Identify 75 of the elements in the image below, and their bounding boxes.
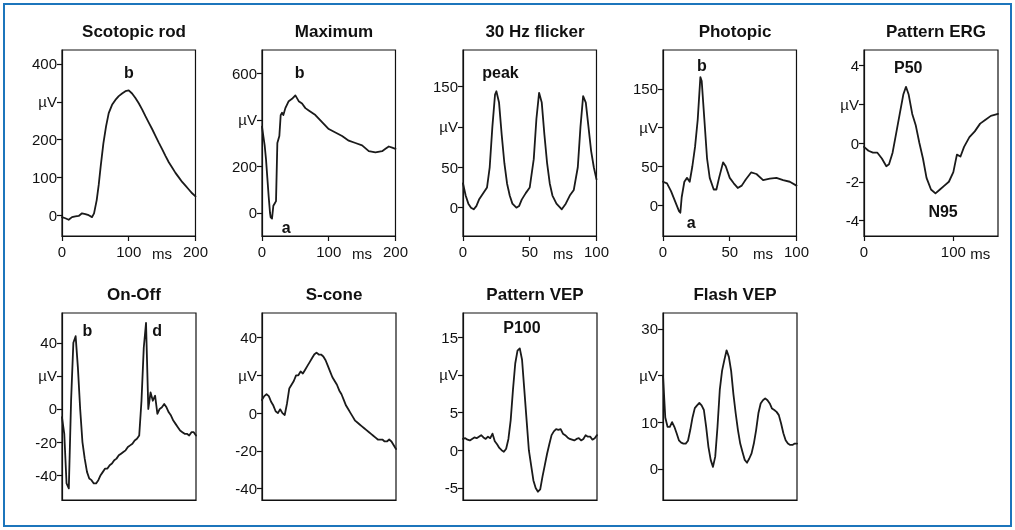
y-tick-label: 200 — [232, 157, 258, 175]
annotation: N95 — [927, 203, 958, 221]
y-tick-label: -4 — [845, 212, 859, 229]
y-tick-label: µV — [38, 93, 57, 111]
y-tick-label: 0 — [249, 204, 258, 222]
y-tick-label: µV — [238, 366, 258, 384]
y-tick-label: 40 — [240, 329, 258, 347]
y-tick-label: 0 — [649, 460, 659, 478]
y-tick-label: -5 — [444, 479, 458, 497]
y-tick-label: µV — [439, 118, 458, 136]
y-tick-label: 5 — [449, 404, 458, 422]
x-axis-title: ms — [552, 244, 573, 262]
annotation: b — [124, 63, 135, 81]
y-tick-label: 40 — [40, 334, 57, 352]
y-tick-label: 150 — [432, 77, 458, 95]
y-tick-label: 0 — [449, 199, 458, 217]
y-tick-label: 15 — [441, 328, 458, 346]
y-tick-label: -2 — [845, 173, 859, 191]
y-tick-label: µV — [439, 366, 458, 384]
chart-title: S-cone — [306, 285, 363, 304]
y-tick-label: -40 — [35, 466, 57, 484]
y-tick-label: 50 — [641, 157, 659, 175]
y-tick-label: 0 — [48, 206, 57, 224]
y-tick-label: -40 — [235, 480, 258, 498]
chart-title: 30 Hz flicker — [485, 22, 585, 41]
y-tick-label: 30 — [641, 320, 659, 338]
x-axis-title: ms — [969, 244, 990, 262]
x-axis-title: ms — [753, 244, 774, 262]
chart-title: Scotopic rod — [82, 22, 186, 41]
y-tick-label: µV — [238, 111, 258, 129]
y-tick-label: 0 — [449, 441, 458, 459]
x-tick-label: 100 — [316, 243, 342, 260]
y-tick-label: 0 — [249, 404, 258, 422]
x-tick-label: 50 — [721, 243, 739, 260]
y-tick-label: 150 — [633, 80, 659, 98]
y-tick-label: 10 — [641, 413, 659, 431]
chart-title: Maximum — [295, 22, 374, 41]
chart-title: Pattern VEP — [486, 285, 584, 304]
y-tick-label: 0 — [649, 196, 659, 214]
x-tick-label: 100 — [116, 243, 142, 260]
chart-title: On-Off — [107, 285, 162, 304]
y-tick-label: µV — [639, 119, 659, 136]
chart-title: Flash VEP — [693, 285, 777, 304]
y-tick-label: 200 — [31, 131, 57, 149]
y-tick-label: -20 — [235, 442, 258, 460]
y-tick-label: 0 — [48, 400, 57, 418]
x-tick-label: 200 — [182, 243, 208, 260]
x-tick-label: 50 — [521, 243, 538, 260]
annotation: P100 — [503, 319, 541, 337]
annotation: d — [152, 322, 163, 340]
y-tick-label: 400 — [31, 55, 57, 73]
y-tick-label: 50 — [441, 158, 458, 176]
annotation: P50 — [893, 58, 923, 76]
annotation: a — [282, 219, 292, 237]
annotation: peak — [482, 63, 519, 81]
x-axis-title: ms — [352, 244, 373, 262]
annotation: b — [697, 57, 708, 75]
y-tick-label: µV — [38, 367, 57, 385]
chart-title: Pattern ERG — [885, 22, 986, 41]
annotation: a — [686, 214, 696, 232]
y-tick-label: 100 — [31, 168, 57, 186]
annotation: b — [82, 322, 93, 340]
annotation: b — [295, 63, 306, 81]
y-tick-label: µV — [839, 95, 859, 113]
x-tick-label: 200 — [383, 243, 409, 260]
x-tick-label: 100 — [784, 243, 810, 260]
chart-title: Photopic — [698, 22, 772, 41]
y-tick-label: -20 — [35, 433, 57, 451]
y-tick-label: 600 — [232, 64, 258, 82]
x-axis-title: ms — [152, 244, 173, 262]
y-tick-label: µV — [639, 366, 659, 384]
x-tick-label: 100 — [940, 243, 966, 260]
x-tick-label: 100 — [583, 243, 609, 260]
y-tick-label: 0 — [850, 134, 859, 152]
y-tick-label: 4 — [850, 57, 859, 74]
